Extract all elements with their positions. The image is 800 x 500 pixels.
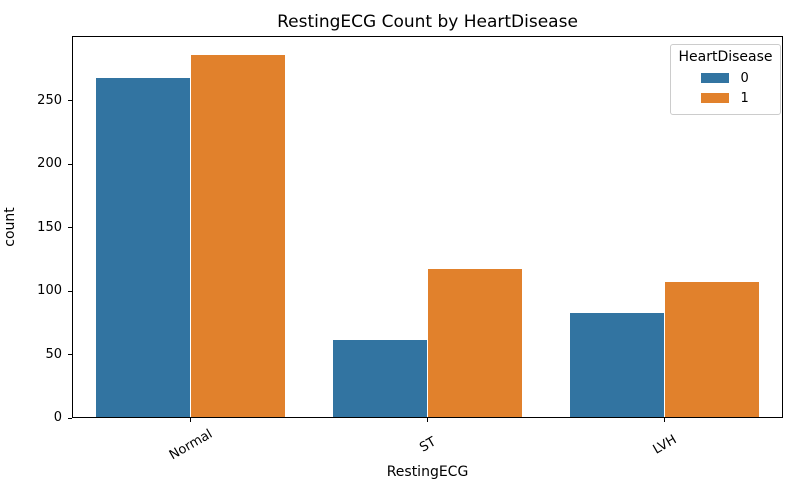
- bar-normal-series-1: [190, 55, 286, 417]
- x-tick-label-st: ST: [416, 434, 439, 456]
- legend-swatch-series-1: [700, 93, 729, 103]
- legend-label-series-1: 1: [740, 90, 749, 106]
- bar-lvh-series-0: [569, 312, 665, 417]
- y-tick-mark: [68, 227, 72, 229]
- bar-normal-series-0: [95, 78, 191, 417]
- legend-label-series-0: 0: [740, 70, 749, 86]
- x-tick-mark: [427, 418, 428, 422]
- y-tick-label: 250: [37, 92, 62, 108]
- chart-title: RestingECG Count by HeartDisease: [277, 12, 578, 32]
- legend-swatch-series-0: [700, 73, 729, 83]
- x-tick-mark: [664, 418, 665, 422]
- legend-entry: 0: [671, 68, 780, 88]
- legend: HeartDisease 0 1: [670, 44, 781, 115]
- x-tick-label-lvh: LVH: [650, 432, 679, 458]
- y-axis-label: count: [2, 207, 18, 247]
- plot-area: [72, 36, 783, 418]
- x-tick-mark: [190, 418, 191, 422]
- bar-st-series-1: [427, 268, 523, 417]
- legend-entry: 1: [671, 88, 780, 108]
- x-axis-label: RestingECG: [386, 464, 469, 480]
- y-tick-label: 150: [37, 219, 62, 235]
- y-tick-label: 50: [45, 346, 62, 362]
- y-tick-mark: [68, 163, 72, 165]
- x-tick-label-normal: Normal: [166, 426, 215, 464]
- y-tick-mark: [68, 290, 72, 292]
- y-tick-label: 100: [37, 283, 62, 299]
- bar-st-series-0: [332, 339, 428, 417]
- y-tick-label: 0: [53, 410, 62, 425]
- y-tick-mark: [68, 354, 72, 356]
- y-tick-mark: [68, 100, 72, 102]
- legend-title: HeartDisease: [678, 49, 773, 65]
- y-tick-mark: [68, 417, 72, 419]
- y-tick-label: 200: [37, 156, 62, 172]
- bar-lvh-series-1: [664, 282, 760, 417]
